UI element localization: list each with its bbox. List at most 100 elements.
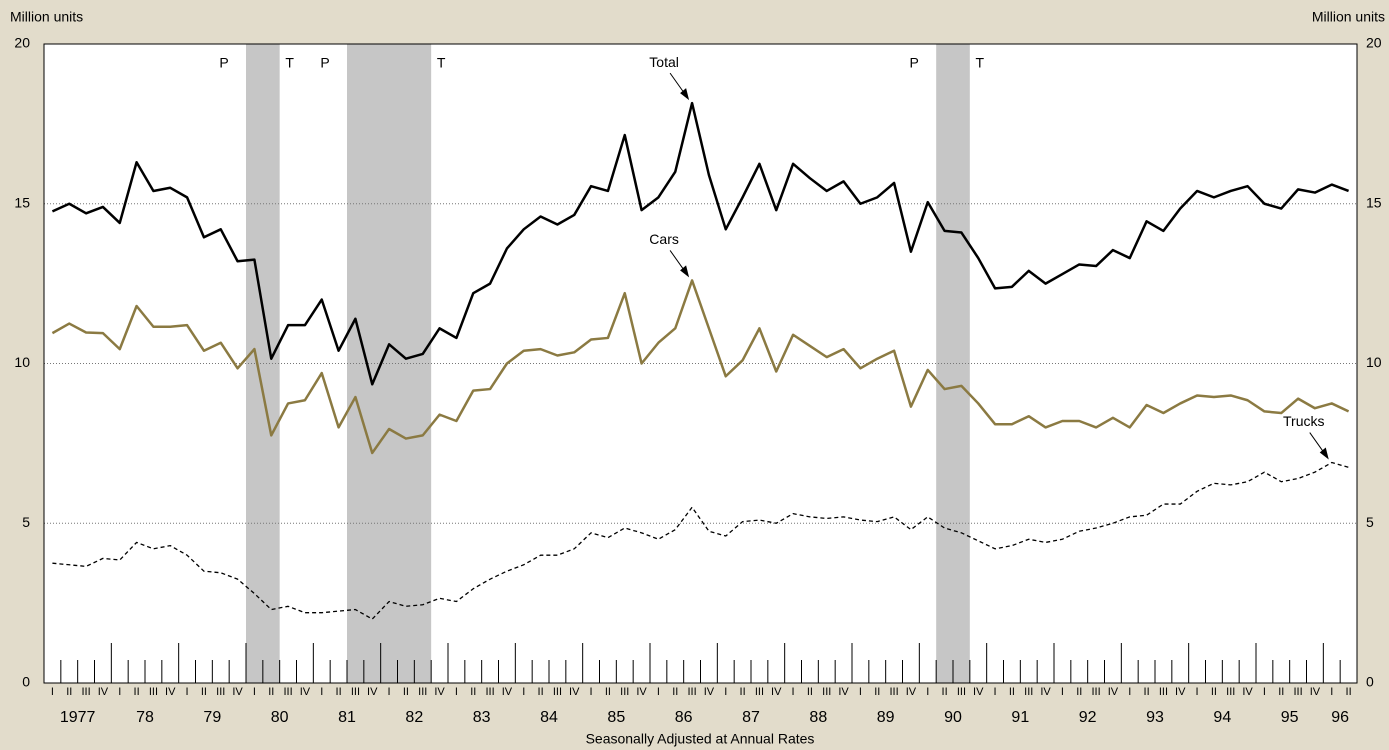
quarter-label: II (336, 686, 342, 698)
quarter-label: IV (98, 686, 109, 698)
y-tick-label-right: 5 (1366, 514, 1374, 530)
quarter-label: IV (232, 686, 243, 698)
quarter-label: III (1293, 686, 1302, 698)
quarter-label: I (1196, 686, 1199, 698)
year-label: 1977 (60, 709, 96, 726)
quarter-label: IV (165, 686, 176, 698)
series-line (52, 461, 1349, 620)
quarter-label: III (1091, 686, 1100, 698)
year-label: 94 (1213, 709, 1231, 726)
y-tick-label: 0 (22, 674, 30, 690)
y-tick-label: 10 (14, 354, 30, 370)
quarter-label: III (81, 686, 90, 698)
quarter-label: II (66, 686, 72, 698)
quarter-label: I (994, 686, 997, 698)
quarter-label: I (1061, 686, 1064, 698)
quarter-label: IV (367, 686, 378, 698)
quarter-label: II (942, 686, 948, 698)
quarter-label: III (485, 686, 494, 698)
arrow-head (680, 265, 690, 278)
year-label: 79 (203, 709, 221, 726)
quarter-label: III (216, 686, 225, 698)
arrow-head (1319, 447, 1329, 460)
quarter-label: I (186, 686, 189, 698)
series-line (51, 101, 1350, 386)
quarter-label: II (1144, 686, 1150, 698)
y-tick-label-right: 10 (1366, 354, 1382, 370)
quarter-label: II (740, 686, 746, 698)
quarter-label: III (149, 686, 158, 698)
quarter-label: I (657, 686, 660, 698)
quarter-label: II (1278, 686, 1284, 698)
quarter-label: I (1330, 686, 1333, 698)
y-tick-label: 15 (14, 194, 30, 210)
quarter-label: II (1211, 686, 1217, 698)
quarter-label: II (268, 686, 274, 698)
y-tick-label-right: 0 (1366, 674, 1374, 690)
year-label: 86 (675, 709, 693, 726)
quarter-label: IV (1108, 686, 1119, 698)
trough-label: T (285, 55, 294, 71)
quarter-label: I (118, 686, 121, 698)
quarter-label: II (1346, 686, 1352, 698)
quarter-label: IV (704, 686, 715, 698)
quarter-label: IV (1242, 686, 1253, 698)
y-tick-label-right: 20 (1366, 35, 1382, 51)
quarter-label: IV (1310, 686, 1321, 698)
quarter-label: III (822, 686, 831, 698)
quarter-label: II (538, 686, 544, 698)
quarter-label: III (283, 686, 292, 698)
quarter-label: III (1159, 686, 1168, 698)
year-label: 96 (1331, 709, 1349, 726)
quarter-label: III (1226, 686, 1235, 698)
peak-label: P (909, 55, 918, 71)
quarter-label: II (874, 686, 880, 698)
trough-label: T (437, 55, 446, 71)
year-label: 88 (809, 709, 827, 726)
series-label: Total (649, 54, 679, 70)
quarter-label: IV (973, 686, 984, 698)
plot-frame (43, 43, 1358, 684)
arrow-head (680, 88, 690, 101)
quarter-label: I (724, 686, 727, 698)
quarter-label: III (889, 686, 898, 698)
quarter-label: IV (1175, 686, 1186, 698)
quarter-label: II (403, 686, 409, 698)
quarter-label: IV (502, 686, 513, 698)
quarter-label: I (859, 686, 862, 698)
quarter-label: IV (569, 686, 580, 698)
quarter-label: II (1009, 686, 1015, 698)
quarter-label: III (957, 686, 966, 698)
quarter-label: II (201, 686, 207, 698)
year-label: 95 (1281, 709, 1299, 726)
quarter-label: I (926, 686, 929, 698)
peak-label: P (320, 55, 329, 71)
year-label: 78 (136, 709, 154, 726)
quarter-label: I (1128, 686, 1131, 698)
x-axis-label: Seasonally Adjusted at Annual Rates (586, 731, 815, 747)
series-line (51, 279, 1350, 455)
year-label: 91 (1011, 709, 1029, 726)
quarter-label: II (672, 686, 678, 698)
peak-label: P (219, 55, 228, 71)
quarter-label: IV (906, 686, 917, 698)
year-label: 82 (405, 709, 423, 726)
year-label: 90 (944, 709, 962, 726)
quarter-label: II (605, 686, 611, 698)
quarter-label: III (553, 686, 562, 698)
year-label: 83 (473, 709, 491, 726)
series-label: Cars (649, 231, 679, 247)
series-label: Trucks (1283, 413, 1324, 429)
quarter-label: III (418, 686, 427, 698)
y-tick-label-right: 15 (1366, 194, 1382, 210)
quarter-label: IV (636, 686, 647, 698)
quarter-label: I (253, 686, 256, 698)
quarter-label: IV (1040, 686, 1051, 698)
year-label: 81 (338, 709, 356, 726)
quarter-label: IV (300, 686, 311, 698)
quarter-label: I (792, 686, 795, 698)
quarter-label: I (320, 686, 323, 698)
quarter-label: II (134, 686, 140, 698)
quarter-label: III (351, 686, 360, 698)
